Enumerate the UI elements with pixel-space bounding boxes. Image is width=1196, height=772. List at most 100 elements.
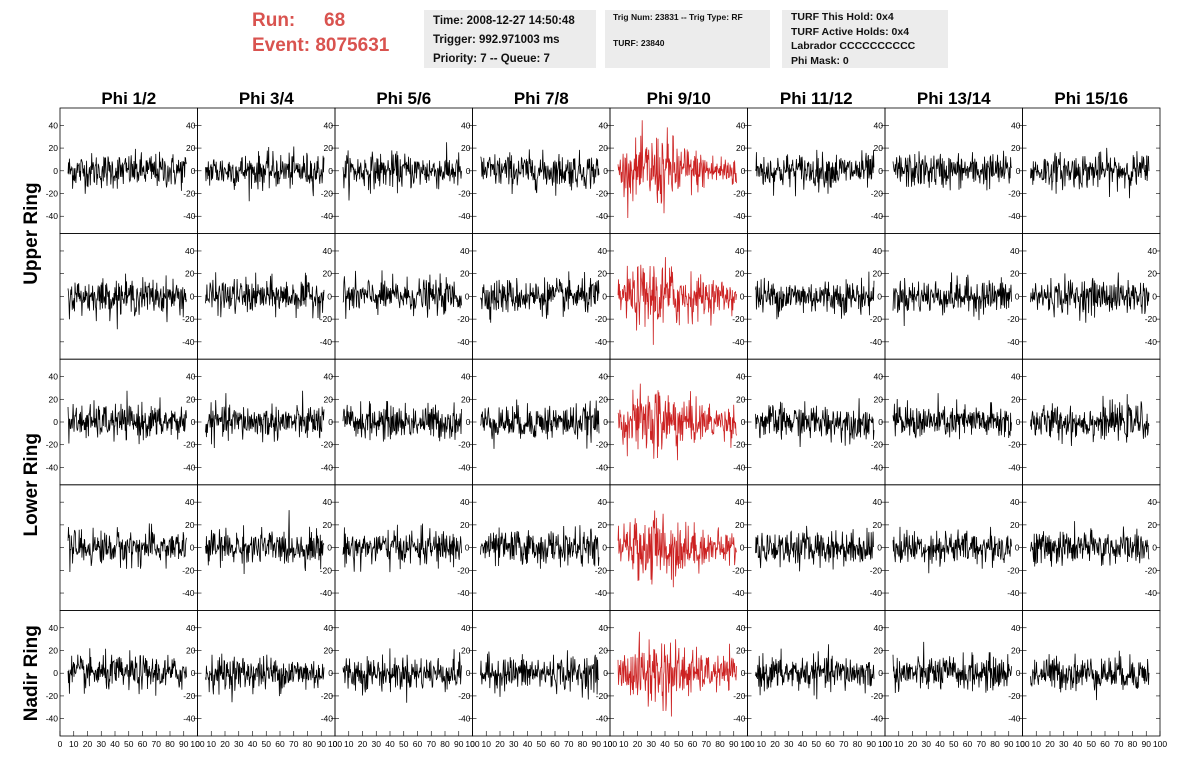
y-tick-label: -20 <box>458 189 471 199</box>
y-tick-label: 40 <box>1148 497 1158 507</box>
y-tick-label: 0 <box>1016 668 1021 678</box>
y-tick-label: 0 <box>878 166 883 176</box>
waveform-trace <box>1030 650 1150 701</box>
y-tick-label: 40 <box>186 623 196 633</box>
y-tick-label: -20 <box>1145 314 1158 324</box>
x-tick-label: 20 <box>770 739 780 749</box>
waveform-trace <box>755 398 875 448</box>
y-tick-label: -40 <box>457 588 470 598</box>
x-tick-label: 70 <box>839 739 849 749</box>
y-tick-label: 0 <box>603 668 608 678</box>
y-tick-label: 0 <box>191 166 196 176</box>
y-tick-label: -40 <box>183 211 196 221</box>
waveform-trace <box>617 510 737 588</box>
y-tick-label: -20 <box>183 189 196 199</box>
waveform-trace <box>480 650 600 700</box>
y-tick-label: -40 <box>870 588 883 598</box>
waveform-trace <box>892 272 1012 327</box>
y-tick-label: 0 <box>603 417 608 427</box>
waveform-trace <box>1030 521 1150 567</box>
y-tick-label: -40 <box>458 462 471 472</box>
y-tick-label: 20 <box>873 520 883 530</box>
y-tick-label: -40 <box>183 714 196 724</box>
waveform-trace <box>205 390 325 449</box>
y-tick-label: 40 <box>324 120 334 130</box>
y-tick-label: 40 <box>599 120 609 130</box>
waveform-trace <box>67 273 187 330</box>
ring-label: Lower Ring <box>21 433 42 536</box>
y-tick-label: -40 <box>596 714 609 724</box>
x-tick-label: 20 <box>1045 739 1055 749</box>
y-tick-label: 0 <box>465 291 470 301</box>
y-tick-label: -20 <box>457 314 470 324</box>
run-line: Run: 68 <box>252 8 389 33</box>
y-tick-label: -40 <box>871 462 884 472</box>
x-tick-label: 70 <box>1114 739 1124 749</box>
waveform-trace <box>342 648 462 703</box>
y-tick-label: -40 <box>1007 588 1020 598</box>
y-tick-label: 40 <box>461 372 471 382</box>
x-tick-label: 20 <box>83 739 93 749</box>
y-tick-label: -40 <box>595 588 608 598</box>
waveform-trace <box>892 393 1012 440</box>
y-tick-label: 40 <box>1011 623 1021 633</box>
y-tick-label: 20 <box>1010 269 1020 279</box>
x-tick-label: 20 <box>358 739 368 749</box>
x-tick-label: 90 <box>592 739 602 749</box>
y-tick-label: 20 <box>460 520 470 530</box>
x-tick-label: 40 <box>935 739 945 749</box>
y-tick-label: -40 <box>871 211 884 221</box>
run-label: Run: <box>252 10 296 31</box>
x-tick-label: 10 <box>894 739 904 749</box>
y-tick-label: 0 <box>1152 543 1157 553</box>
y-tick-label: 40 <box>873 246 883 256</box>
y-tick-label: 20 <box>185 269 195 279</box>
waveform-trace <box>67 523 187 573</box>
y-tick-label: -20 <box>183 440 196 450</box>
waveform-trace <box>1030 147 1150 199</box>
y-tick-label: -20 <box>1008 691 1021 701</box>
y-tick-label: 20 <box>1011 394 1021 404</box>
y-tick-label: 0 <box>328 417 333 427</box>
waveform-trace <box>617 257 737 345</box>
y-tick-label: 40 <box>599 372 609 382</box>
x-tick-label: 10 <box>207 739 217 749</box>
x-tick-label: 70 <box>289 739 299 749</box>
x-tick-label: 90 <box>454 739 464 749</box>
y-tick-label: 40 <box>1011 120 1021 130</box>
y-tick-label: 20 <box>186 143 196 153</box>
y-tick-label: -20 <box>46 691 59 701</box>
y-tick-label: 40 <box>874 623 884 633</box>
y-tick-label: -20 <box>871 189 884 199</box>
x-tick-label: 40 <box>248 739 258 749</box>
x-tick-label: 40 <box>385 739 395 749</box>
y-tick-label: -20 <box>321 691 334 701</box>
y-tick-label: 20 <box>735 520 745 530</box>
y-tick-label: 20 <box>874 143 884 153</box>
waveform-trace <box>205 653 325 703</box>
x-tick-label: 60 <box>825 739 835 749</box>
y-tick-label: 40 <box>461 623 471 633</box>
x-tick-label: 60 <box>275 739 285 749</box>
y-tick-label: 40 <box>736 372 746 382</box>
y-tick-label: -20 <box>46 189 59 199</box>
y-tick-label: 0 <box>53 668 58 678</box>
run-event-header: Run: 68 Event: 8075631 <box>252 8 389 58</box>
y-tick-label: 0 <box>191 417 196 427</box>
y-tick-label: 20 <box>598 269 608 279</box>
waveform-trace <box>755 525 875 572</box>
waveform-trace <box>480 525 600 569</box>
y-tick-label: 40 <box>599 623 609 633</box>
waveform-trace <box>342 400 462 442</box>
y-tick-label: -20 <box>595 314 608 324</box>
y-tick-label: 40 <box>460 497 470 507</box>
y-tick-label: 20 <box>736 143 746 153</box>
x-tick-label: 100 <box>465 739 479 749</box>
y-tick-label: 0 <box>53 417 58 427</box>
waveform-trace <box>1030 272 1150 323</box>
y-tick-label: -20 <box>458 440 471 450</box>
panel-frame <box>1022 484 1161 611</box>
x-tick-label: 40 <box>660 739 670 749</box>
turf-hold-line: TURF This Hold: 0x4 <box>791 11 894 23</box>
